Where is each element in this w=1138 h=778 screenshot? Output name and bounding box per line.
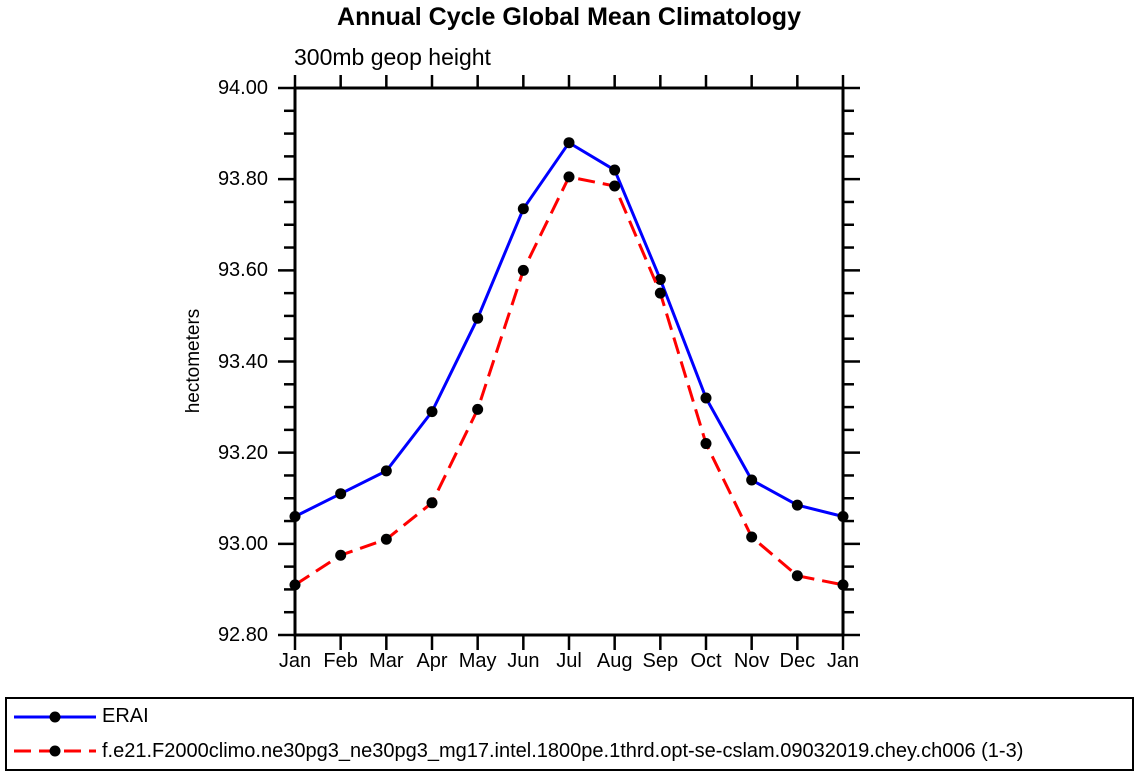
x-tick-label: Apr — [416, 650, 448, 672]
data-point-marker — [609, 164, 621, 176]
x-tick-label: Jun — [507, 650, 540, 672]
y-tick-label: 93.60 — [217, 259, 268, 282]
y-tick-label: 93.20 — [217, 441, 268, 464]
data-point-marker — [380, 533, 392, 545]
chart-subtitle: 300mb geop height — [294, 44, 491, 70]
x-tick-label: Jul — [556, 650, 582, 672]
y-tick-label: 92.80 — [217, 624, 268, 646]
legend-label-erai: ERAI — [102, 705, 149, 728]
data-point-marker — [426, 406, 438, 418]
data-point-marker — [654, 273, 666, 285]
legend-entry-erai: ERAI — [10, 700, 1132, 734]
data-point-marker — [563, 171, 575, 183]
series-line-erai — [294, 140, 844, 518]
data-point-marker — [380, 465, 392, 477]
data-point-marker — [289, 579, 301, 591]
x-tick-label: Oct — [690, 650, 722, 672]
x-tick-label: Mar — [369, 650, 404, 672]
chart-title: Annual Cycle Global Mean Climatology — [337, 3, 801, 31]
data-point-marker — [746, 531, 758, 543]
x-tick-label: Aug — [596, 650, 633, 672]
data-point-marker — [517, 264, 529, 276]
x-tick-label: Dec — [779, 650, 816, 672]
plot-frame — [293, 86, 845, 637]
data-point-marker — [472, 312, 484, 324]
x-tick-label: Jan — [278, 650, 312, 672]
data-point-marker — [700, 392, 712, 404]
y-tick-label: 93.00 — [217, 532, 268, 555]
x-tick-label: Nov — [733, 650, 770, 672]
legend-line-sample-dashed — [14, 745, 96, 757]
data-point-marker — [791, 570, 803, 582]
y-tick-label: 93.80 — [217, 168, 268, 191]
series-line-model — [294, 175, 844, 587]
data-point-marker — [609, 180, 621, 192]
data-point-marker — [335, 488, 347, 500]
data-point-marker — [426, 497, 438, 509]
y-tick-label: 94.00 — [217, 77, 268, 99]
data-point-marker — [837, 510, 849, 522]
legend: ERAI f.e21.F2000climo.ne30pg3_ne30pg3_mg… — [5, 697, 1134, 771]
data-point-marker — [791, 499, 803, 511]
data-point-marker — [517, 203, 529, 215]
data-point-marker — [700, 438, 712, 450]
y-tick-label: 93.40 — [217, 350, 268, 373]
x-tick-label: Feb — [323, 650, 358, 672]
x-tick-label: Jan — [826, 650, 860, 672]
data-point-marker — [837, 579, 849, 591]
data-point-marker — [746, 474, 758, 486]
data-point-marker — [654, 287, 666, 299]
data-point-marker — [289, 510, 301, 522]
data-point-marker — [563, 137, 575, 149]
x-tick-label: Sep — [642, 650, 679, 672]
legend-label-model: f.e21.F2000climo.ne30pg3_ne30pg3_mg17.in… — [102, 739, 1024, 762]
legend-line-sample-solid — [14, 711, 96, 723]
x-tick-label: May — [458, 650, 497, 672]
data-point-marker — [335, 549, 347, 561]
legend-entry-model: f.e21.F2000climo.ne30pg3_ne30pg3_mg17.in… — [10, 734, 1132, 768]
data-point-marker — [472, 403, 484, 415]
